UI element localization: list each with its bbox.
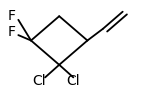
Text: Cl: Cl (67, 74, 80, 88)
Text: F: F (7, 9, 15, 23)
Text: F: F (7, 25, 15, 39)
Text: Cl: Cl (33, 74, 46, 88)
